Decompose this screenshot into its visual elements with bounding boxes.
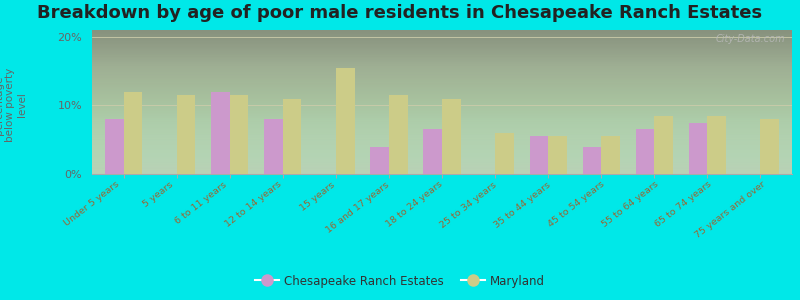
Text: 25 to 34 years: 25 to 34 years	[438, 180, 498, 230]
Text: 12 to 14 years: 12 to 14 years	[223, 180, 283, 230]
Text: Under 5 years: Under 5 years	[62, 180, 122, 229]
Legend: Chesapeake Ranch Estates, Maryland: Chesapeake Ranch Estates, Maryland	[252, 271, 548, 291]
Bar	[495, 133, 514, 174]
Text: 75 years and over: 75 years and over	[694, 180, 767, 240]
Text: 18 to 24 years: 18 to 24 years	[385, 180, 445, 230]
Bar	[760, 119, 778, 174]
Bar	[177, 95, 195, 174]
Text: 65 to 74 years: 65 to 74 years	[654, 180, 714, 230]
Bar	[548, 136, 566, 174]
Bar	[124, 92, 142, 174]
Bar	[106, 119, 124, 174]
Text: 16 and 17 years: 16 and 17 years	[324, 180, 390, 235]
Bar	[370, 147, 389, 174]
Text: City-Data.com: City-Data.com	[715, 34, 785, 44]
Bar	[264, 119, 283, 174]
Text: Breakdown by age of poor male residents in Chesapeake Ranch Estates: Breakdown by age of poor male residents …	[38, 4, 762, 22]
Text: 45 to 54 years: 45 to 54 years	[546, 180, 606, 230]
Bar	[707, 116, 726, 174]
Text: 5 years: 5 years	[142, 180, 175, 209]
Bar	[442, 99, 461, 174]
Text: 55 to 64 years: 55 to 64 years	[600, 180, 660, 230]
Bar	[423, 129, 442, 174]
Bar	[601, 136, 620, 174]
Bar	[582, 147, 601, 174]
Bar	[389, 95, 407, 174]
Bar	[211, 92, 230, 174]
Bar	[689, 123, 707, 174]
Text: 6 to 11 years: 6 to 11 years	[174, 180, 229, 226]
Text: percentage
below poverty
level: percentage below poverty level	[0, 68, 27, 142]
Bar	[635, 129, 654, 174]
Bar	[336, 68, 354, 174]
Text: 35 to 44 years: 35 to 44 years	[492, 180, 552, 230]
Bar	[530, 136, 548, 174]
Bar	[230, 95, 249, 174]
Bar	[283, 99, 302, 174]
Text: 15 years: 15 years	[298, 180, 337, 213]
Bar	[654, 116, 673, 174]
